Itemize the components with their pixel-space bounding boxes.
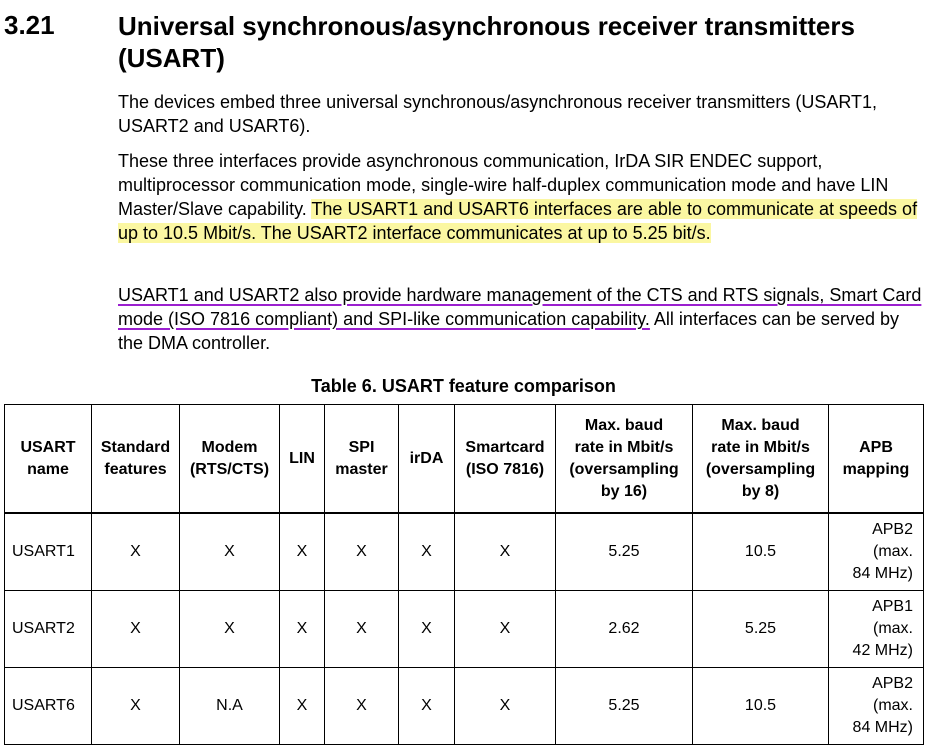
table-cell-spi: X: [324, 590, 399, 668]
column-header: APB mapping: [828, 404, 924, 514]
column-header: USART name: [4, 404, 92, 514]
table-cell-irda: X: [398, 512, 455, 591]
table-cell-apb: APB2 (max. 84 MHz): [828, 512, 924, 591]
column-header: irDA: [398, 404, 455, 514]
paragraph-2: These three interfaces provide asynchron…: [118, 149, 923, 245]
paragraph-3: USART1 and USART2 also provide hardware …: [118, 283, 923, 355]
usart-feature-table: USART name Standard features Modem (RTS/CTS) L…: [4, 404, 924, 745]
paragraph-3-text: All interfaces can be served by the DMA …: [118, 309, 900, 353]
column-header: Max. baud rate in Mbit/s (oversampling by 1…: [555, 404, 693, 514]
table-cell-irda: X: [398, 590, 455, 668]
table-row: USART1 X X X X X X 5.25 10.5 APB2 (max. 84 MHz): [4, 512, 924, 591]
table-cell-smartcard: X: [454, 667, 556, 745]
table-cell-modem: N.A: [179, 667, 280, 745]
table-cell-lin: X: [279, 512, 325, 591]
table-row: USART6 X N.A X X X X 5.25 10.5 APB2 (max. 84 MHz): [4, 667, 924, 745]
table-cell-baud16: 5.25: [555, 667, 693, 745]
table-cell-spi: X: [324, 667, 399, 745]
underlined-text: USART1 and USART2 also provide hardware …: [118, 285, 922, 329]
table-cell-apb: APB1 (max. 42 MHz): [828, 590, 924, 668]
table-cell-apb: APB2 (max. 84 MHz): [828, 667, 924, 745]
table-cell-std: X: [91, 590, 180, 668]
column-header: Max. baud rate in Mbit/s (oversampling by 8…: [692, 404, 829, 514]
table-cell-name: USART6: [4, 667, 92, 745]
table-cell-modem: X: [179, 512, 280, 591]
table-cell-smartcard: X: [454, 590, 556, 668]
table-cell-std: X: [91, 667, 180, 745]
column-header: LIN: [279, 404, 325, 514]
table-cell-spi: X: [324, 512, 399, 591]
table-cell-name: USART1: [4, 512, 92, 591]
table-cell-std: X: [91, 512, 180, 591]
section-number: 3.21: [4, 10, 55, 40]
column-header: Standard features: [91, 404, 180, 514]
table-cell-smartcard: X: [454, 512, 556, 591]
column-header: Modem (RTS/CTS): [179, 404, 280, 514]
paragraph-2-text: These three interfaces provide asynchron…: [118, 151, 889, 219]
table-cell-lin: X: [279, 667, 325, 745]
column-header: SPI master: [324, 404, 399, 514]
table-row: USART2 X X X X X X 2.62 5.25 APB1 (max. 42 MHz): [4, 590, 924, 668]
table-cell-baud8: 10.5: [692, 512, 829, 591]
column-header: Smartcard (ISO 7816): [454, 404, 556, 514]
table-cell-baud8: 10.5: [692, 667, 829, 745]
table-cell-lin: X: [279, 590, 325, 668]
table-cell-name: USART2: [4, 590, 92, 668]
table-caption: Table 6. USART feature comparison: [311, 376, 616, 396]
paragraph-1: The devices embed three universal synchr…: [118, 92, 878, 136]
table-cell-baud8: 5.25: [692, 590, 829, 668]
table-cell-baud16: 2.62: [555, 590, 693, 668]
table-cell-modem: X: [179, 590, 280, 668]
table-cell-irda: X: [398, 667, 455, 745]
table-cell-baud16: 5.25: [555, 512, 693, 591]
section-title: Universal synchronous/asynchronous recei…: [118, 11, 855, 73]
table-header-row: USART name Standard features Modem (RTS/CTS) L…: [4, 404, 924, 514]
